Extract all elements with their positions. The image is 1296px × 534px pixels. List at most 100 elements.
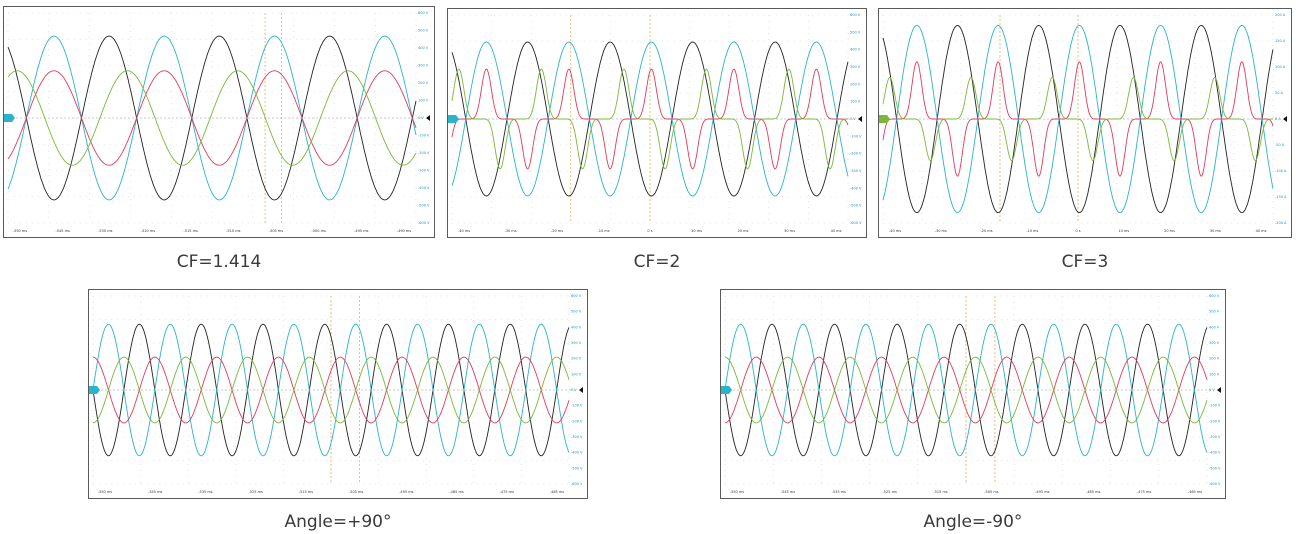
y-tick-label: 300 V: [418, 64, 429, 68]
x-tick-label: -525 ms: [883, 490, 897, 494]
y-tick-label: 600 V: [850, 13, 861, 17]
x-tick-label: -535 ms: [832, 490, 846, 494]
y-tick-label: -600 V: [418, 221, 430, 225]
caption-angle-minus90: Angle=-90°: [923, 512, 1023, 532]
x-tick-label: -475 ms: [1137, 490, 1151, 494]
x-tick-label: 10 ms: [1118, 229, 1129, 233]
y-tick-label: -500 V: [418, 204, 430, 208]
y-tick-label: -100 V: [850, 134, 862, 138]
y-tick-label: -100 V: [1209, 404, 1221, 408]
series-line-4: [724, 356, 1208, 424]
scope-panel-cf-1414: 600 V 500 V 400 V 300 V 200 V 100 V 0 V -100 V -…: [3, 6, 435, 238]
y-tick-label: 100 V: [418, 99, 429, 103]
series-line-4: [7, 70, 417, 166]
x-tick-label: -495 ms: [399, 490, 413, 494]
y-tick-label: -300 V: [418, 169, 430, 173]
y-tick-label: 0 V: [571, 388, 577, 392]
y-tick-label: -600 V: [850, 221, 862, 225]
y-tick-label: -300 V: [571, 435, 583, 439]
scope-panel-angle-minus90: 600 V 500 V 400 V 300 V 200 V 100 V 0 V -100 V -…: [720, 289, 1226, 499]
y-tick-label: -100 V: [571, 404, 583, 408]
waveform-plot: 200 A 150 A 100 A 50 A 0 A -50 A -100 A -150 A -…: [879, 13, 1287, 233]
y-tick-label: 400 V: [1209, 325, 1220, 329]
x-tick-label: 40 ms: [1256, 229, 1267, 233]
y-tick-label: 0 V: [850, 117, 856, 121]
x-tick-label: -30 ms: [935, 229, 947, 233]
x-tick-label: -550 ms: [730, 490, 744, 494]
y-tick-label: -100 V: [418, 134, 430, 138]
y-tick-label: 600 V: [1209, 294, 1220, 298]
y-tick-label: 200 V: [418, 81, 429, 85]
y-tick-label: 400 V: [418, 46, 429, 50]
trigger-level-marker: [1283, 116, 1287, 122]
y-tick-label: 100 V: [571, 372, 582, 376]
y-tick-label: -500 V: [850, 204, 862, 208]
x-tick-label: 20 ms: [738, 229, 749, 233]
series-line-2: [92, 323, 570, 457]
series-line-1: [882, 24, 1274, 214]
channel-marker: [879, 115, 890, 123]
y-tick-label: 200 V: [850, 82, 861, 86]
x-tick-label: 30 ms: [784, 229, 795, 233]
y-tick-label: 600 V: [418, 11, 429, 15]
y-tick-label: -300 V: [850, 169, 862, 173]
y-tick-label: -200 V: [418, 151, 430, 155]
y-tick-label: 0 A: [1275, 117, 1281, 121]
series-line-1: [451, 41, 849, 197]
caption-cf-3: CF=3: [1061, 252, 1109, 272]
y-tick-label: -200 V: [571, 419, 583, 423]
x-tick-label: -10 ms: [1026, 229, 1038, 233]
series-line-2: [451, 41, 849, 197]
channel-marker: [89, 386, 100, 394]
x-tick-label: -20 ms: [551, 229, 563, 233]
x-tick-label: -545 ms: [148, 490, 162, 494]
y-tick-label: -300 V: [1209, 435, 1221, 439]
y-tick-label: -600 V: [571, 482, 583, 486]
x-tick-label: -40 ms: [458, 229, 470, 233]
x-tick-label: -520 ms: [141, 229, 155, 233]
x-tick-label: -545 ms: [781, 490, 795, 494]
caption-angle-plus90: Angle=+90°: [284, 512, 392, 532]
channel-marker: [448, 115, 459, 123]
trigger-level-marker: [858, 116, 862, 122]
x-tick-label: 0 s: [1075, 229, 1080, 233]
y-tick-label: -400 V: [1209, 451, 1221, 455]
waveform-plot: 600 V 500 V 400 V 300 V 200 V 100 V 0 V -100 V -…: [721, 294, 1221, 494]
trigger-level-marker: [1217, 387, 1221, 393]
y-tick-label: -50 A: [1275, 143, 1285, 147]
y-tick-label: -200 A: [1275, 221, 1287, 225]
x-tick-label: 30 ms: [1210, 229, 1221, 233]
x-tick-label: -505 ms: [269, 229, 283, 233]
y-tick-label: 500 V: [418, 29, 429, 33]
y-tick-label: 200 V: [1209, 357, 1220, 361]
y-tick-label: 50 A: [1275, 91, 1284, 95]
x-tick-label: -525 ms: [249, 490, 263, 494]
y-tick-label: 400 V: [571, 325, 582, 329]
scope-panel-cf-3: 200 A 150 A 100 A 50 A 0 A -50 A -100 A -150 A -…: [878, 8, 1292, 238]
y-tick-label: -600 V: [1209, 482, 1221, 486]
y-tick-label: 100 A: [1275, 65, 1286, 69]
series-line-3: [451, 68, 849, 170]
y-tick-label: 500 V: [850, 30, 861, 34]
y-tick-label: -200 V: [1209, 419, 1221, 423]
trigger-level-marker: [579, 387, 583, 393]
x-tick-label: 40 ms: [831, 229, 842, 233]
x-tick-label: -20 ms: [980, 229, 992, 233]
series-line-2: [7, 35, 417, 201]
series-line-3: [882, 61, 1274, 177]
x-tick-label: -485 ms: [1086, 490, 1100, 494]
y-tick-label: -400 V: [571, 451, 583, 455]
series-line-1: [92, 323, 570, 457]
y-tick-label: -100 A: [1275, 169, 1287, 173]
x-tick-label: -465 ms: [550, 490, 564, 494]
series-line-2: [882, 24, 1274, 214]
x-tick-label: -505 ms: [984, 490, 998, 494]
y-tick-label: 300 V: [571, 341, 582, 345]
y-tick-label: -400 V: [418, 186, 430, 190]
waveform-plot: 600 V 500 V 400 V 300 V 200 V 100 V 0 V -100 V -…: [448, 13, 862, 233]
x-tick-label: -515 ms: [184, 229, 198, 233]
x-tick-label: -510 ms: [226, 229, 240, 233]
y-tick-label: 200 V: [571, 357, 582, 361]
y-tick-label: 300 V: [1209, 341, 1220, 345]
y-tick-label: 500 V: [1209, 310, 1220, 314]
